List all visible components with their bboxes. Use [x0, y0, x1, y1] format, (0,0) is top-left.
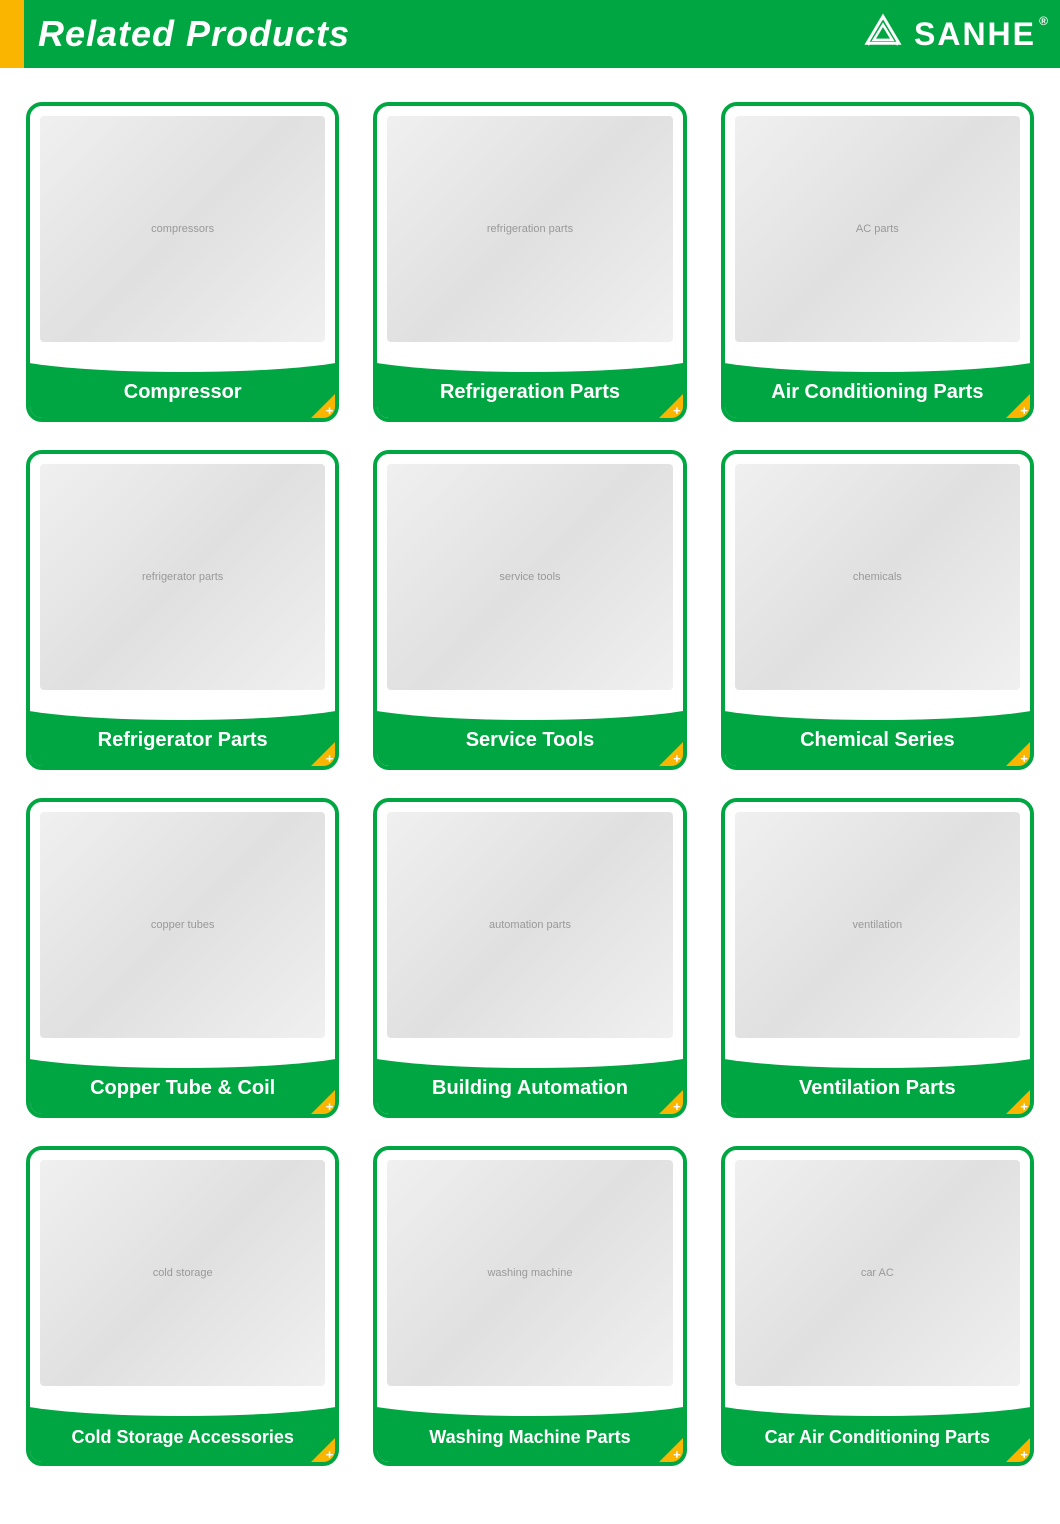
product-label: Air Conditioning Parts	[725, 381, 1030, 404]
product-label: Copper Tube & Coil	[30, 1077, 335, 1100]
product-card-footer: Compressor+	[30, 352, 335, 418]
product-card[interactable]: AC parts Air Conditioning Parts+	[721, 102, 1034, 422]
product-image-placeholder: copper tubes	[40, 812, 325, 1038]
product-image: refrigerator parts	[30, 454, 335, 700]
product-image-placeholder: service tools	[387, 464, 672, 690]
product-image: washing machine	[377, 1150, 682, 1396]
product-card[interactable]: car AC Car Air Conditioning Parts+	[721, 1146, 1034, 1466]
product-image: ventilation	[725, 802, 1030, 1048]
product-label: Cold Storage Accessories	[30, 1427, 335, 1448]
product-image: car AC	[725, 1150, 1030, 1396]
product-label: Service Tools	[377, 729, 682, 752]
product-image-placeholder: ventilation	[735, 812, 1020, 1038]
product-image-placeholder: compressors	[40, 116, 325, 342]
product-image-placeholder: cold storage	[40, 1160, 325, 1386]
product-label: Refrigerator Parts	[30, 729, 335, 752]
product-card-footer: Refrigerator Parts+	[30, 700, 335, 766]
brand-logo-icon	[862, 13, 904, 55]
plus-icon: +	[1020, 403, 1028, 418]
header-title-wrap: Related Products	[0, 0, 350, 68]
product-label: Refrigeration Parts	[377, 381, 682, 404]
product-image: refrigeration parts	[377, 106, 682, 352]
product-image: cold storage	[30, 1150, 335, 1396]
brand-block: SANHE ®	[862, 13, 1036, 55]
product-card-footer: Copper Tube & Coil+	[30, 1048, 335, 1114]
product-card-footer: Air Conditioning Parts+	[725, 352, 1030, 418]
product-card[interactable]: service tools Service Tools+	[373, 450, 686, 770]
product-label: Washing Machine Parts	[377, 1427, 682, 1448]
header-accent-bar	[0, 0, 24, 68]
product-grid: compressorsCompressor+refrigeration part…	[0, 68, 1060, 1500]
product-image: chemicals	[725, 454, 1030, 700]
product-card[interactable]: chemicals Chemical Series+	[721, 450, 1034, 770]
product-image-placeholder: refrigeration parts	[387, 116, 672, 342]
product-card-footer: Car Air Conditioning Parts+	[725, 1396, 1030, 1462]
product-image-placeholder: washing machine	[387, 1160, 672, 1386]
header-title: Related Products	[38, 13, 350, 55]
product-card-footer: Building Automation+	[377, 1048, 682, 1114]
brand-name: SANHE ®	[914, 16, 1036, 53]
product-label: Building Automation	[377, 1077, 682, 1100]
plus-icon: +	[1020, 751, 1028, 766]
product-card-footer: Service Tools+	[377, 700, 682, 766]
product-card[interactable]: washing machine Washing Machine Parts+	[373, 1146, 686, 1466]
plus-icon: +	[326, 751, 334, 766]
product-card-footer: Refrigeration Parts+	[377, 352, 682, 418]
product-card[interactable]: automation parts Building Automation+	[373, 798, 686, 1118]
product-image: compressors	[30, 106, 335, 352]
plus-icon: +	[1020, 1099, 1028, 1114]
plus-icon: +	[326, 403, 334, 418]
product-image: automation parts	[377, 802, 682, 1048]
product-card-footer: Washing Machine Parts+	[377, 1396, 682, 1462]
product-label: Car Air Conditioning Parts	[725, 1427, 1030, 1448]
product-image: service tools	[377, 454, 682, 700]
plus-icon: +	[326, 1099, 334, 1114]
product-image-placeholder: refrigerator parts	[40, 464, 325, 690]
product-image-placeholder: car AC	[735, 1160, 1020, 1386]
plus-icon: +	[673, 1447, 681, 1462]
plus-icon: +	[1020, 1447, 1028, 1462]
plus-icon: +	[326, 1447, 334, 1462]
product-label: Chemical Series	[725, 729, 1030, 752]
brand-registered-icon: ®	[1039, 14, 1050, 28]
product-image: copper tubes	[30, 802, 335, 1048]
product-image-placeholder: automation parts	[387, 812, 672, 1038]
header-bar: Related Products SANHE ®	[0, 0, 1060, 68]
product-image-placeholder: chemicals	[735, 464, 1020, 690]
product-card[interactable]: refrigeration parts Refrigeration Parts+	[373, 102, 686, 422]
plus-icon: +	[673, 1099, 681, 1114]
product-card[interactable]: copper tubes Copper Tube & Coil+	[26, 798, 339, 1118]
product-card-footer: Ventilation Parts+	[725, 1048, 1030, 1114]
product-label: Compressor	[30, 381, 335, 404]
brand-name-text: SANHE	[914, 16, 1036, 52]
product-card[interactable]: compressors Compressor+	[26, 102, 339, 422]
product-card[interactable]: cold storage Cold Storage Accessories+	[26, 1146, 339, 1466]
product-image: AC parts	[725, 106, 1030, 352]
product-card[interactable]: ventilation Ventilation Parts+	[721, 798, 1034, 1118]
product-label: Ventilation Parts	[725, 1077, 1030, 1100]
plus-icon: +	[673, 403, 681, 418]
plus-icon: +	[673, 751, 681, 766]
product-card-footer: Cold Storage Accessories+	[30, 1396, 335, 1462]
product-card[interactable]: refrigerator parts Refrigerator Parts+	[26, 450, 339, 770]
product-card-footer: Chemical Series+	[725, 700, 1030, 766]
product-image-placeholder: AC parts	[735, 116, 1020, 342]
